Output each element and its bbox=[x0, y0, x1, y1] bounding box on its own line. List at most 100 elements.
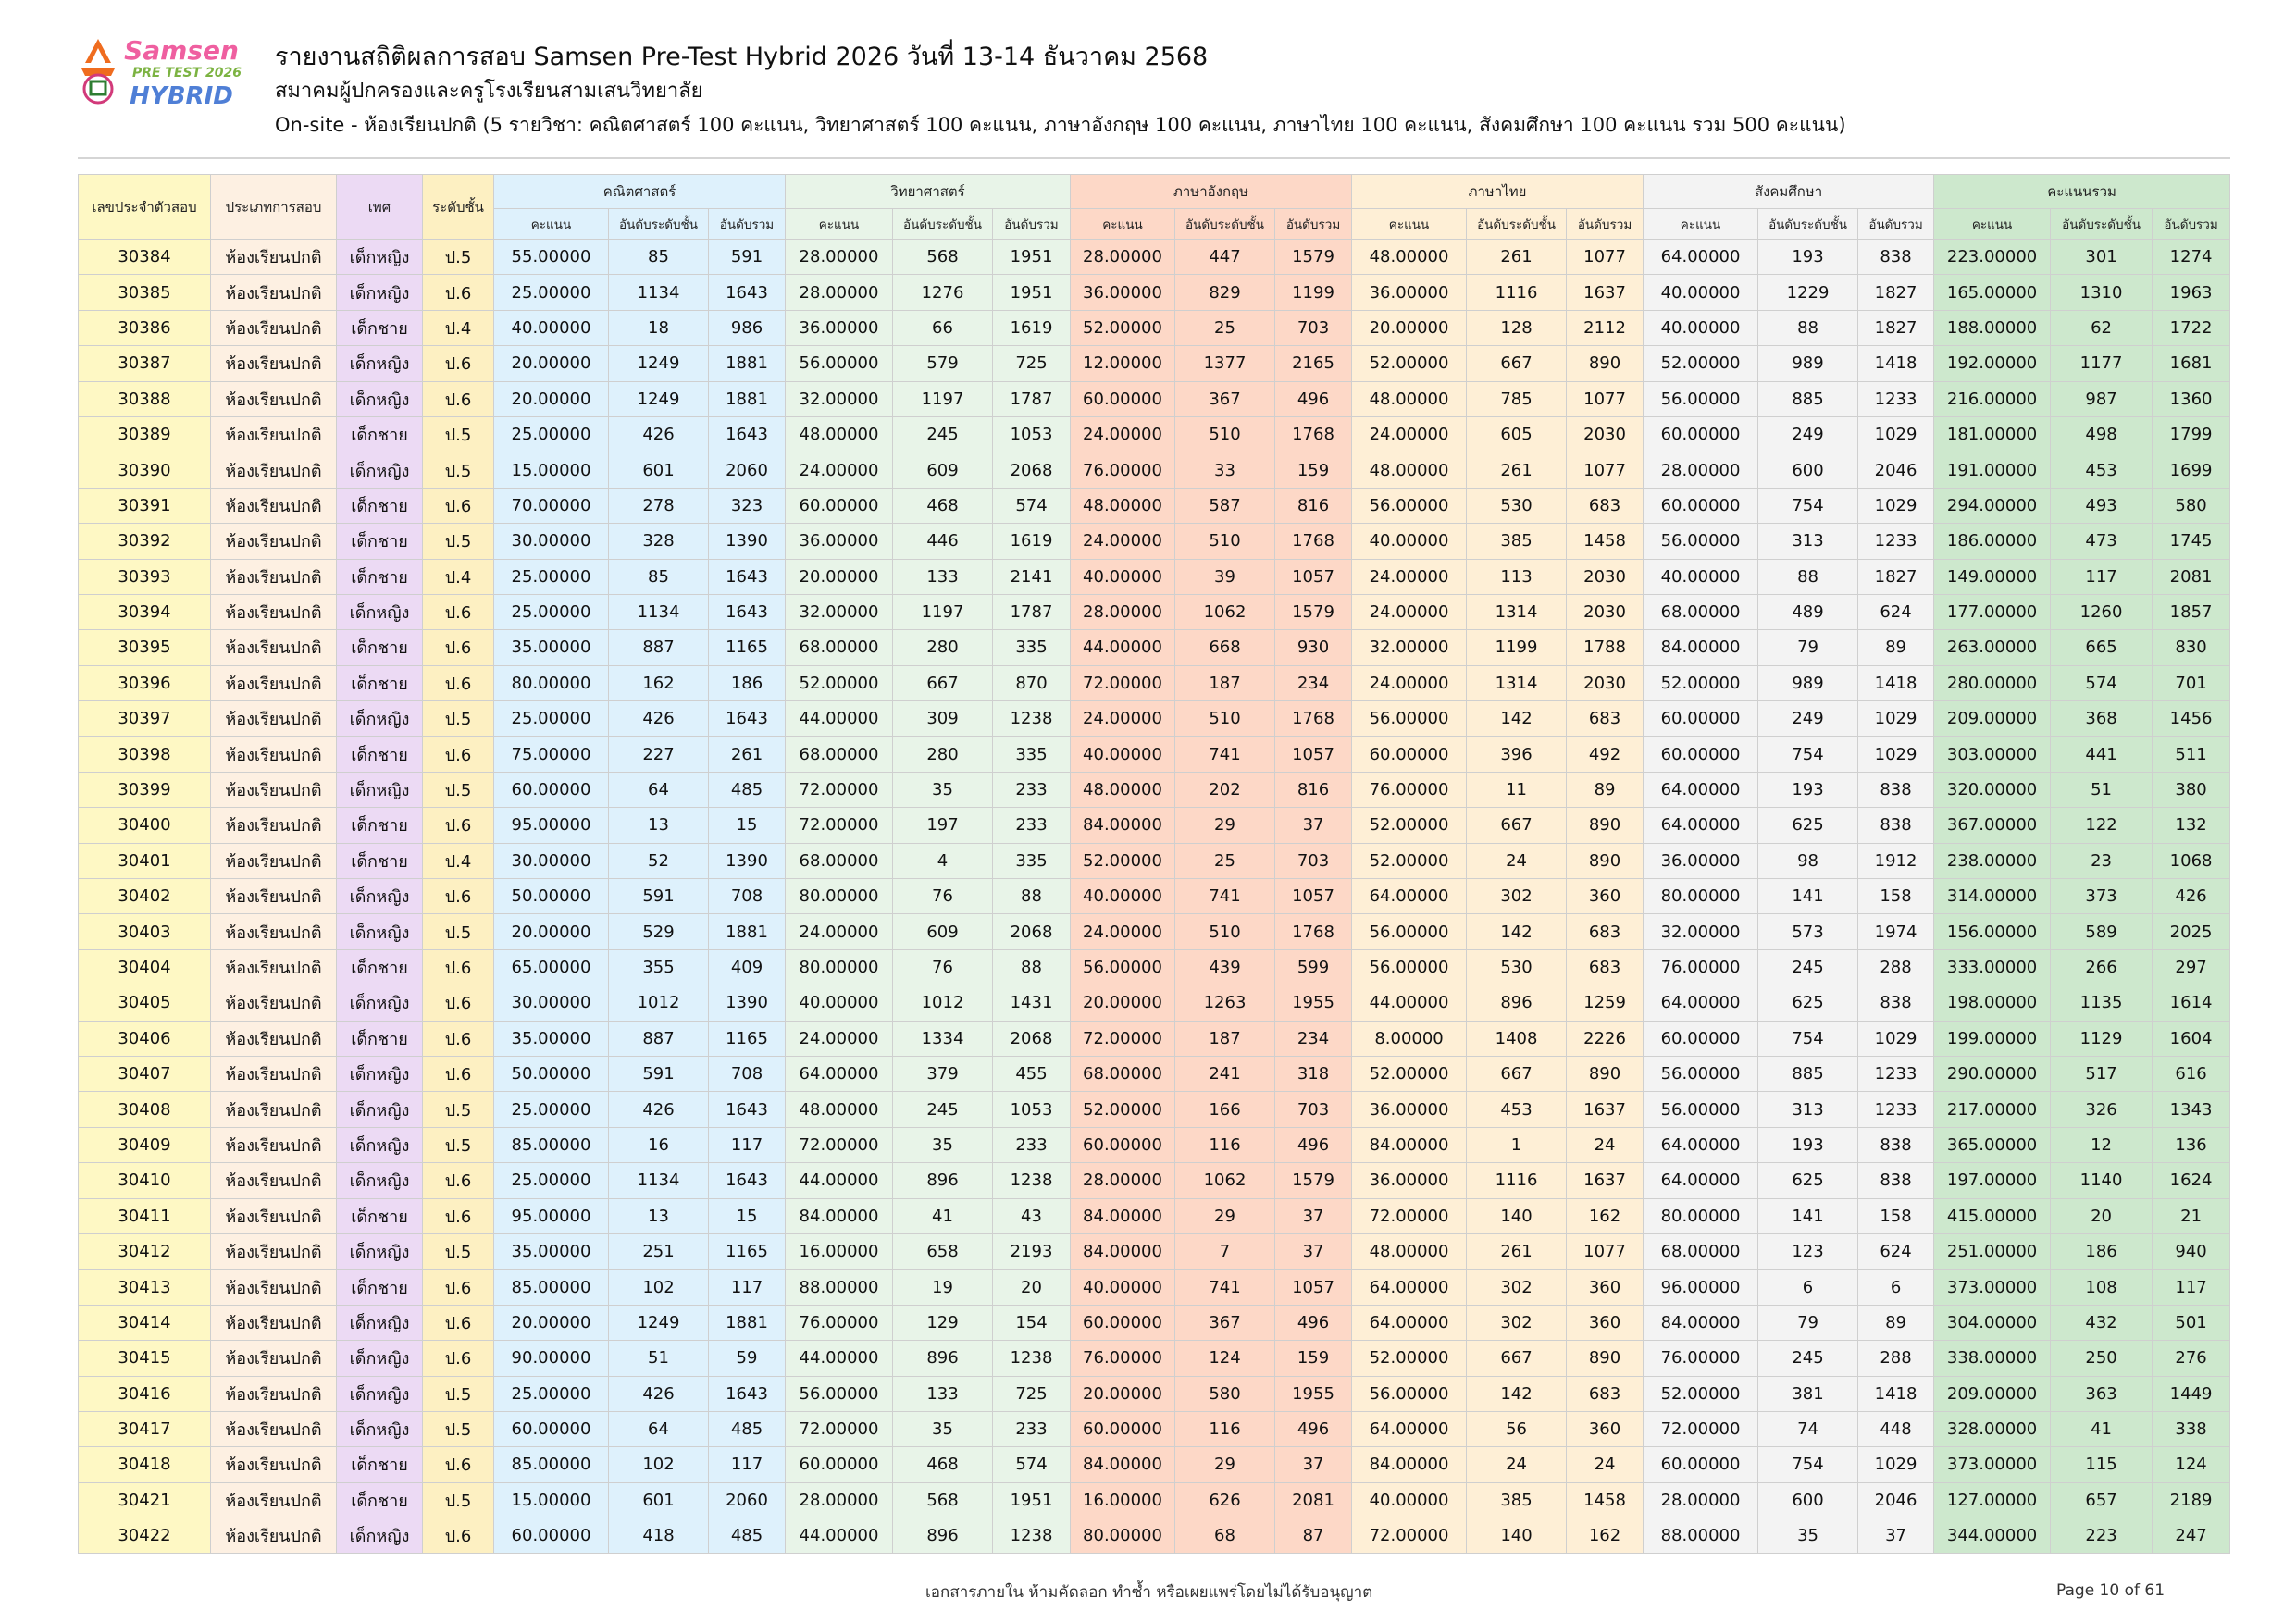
cell-thai-score: 84.00000 bbox=[1351, 1446, 1468, 1483]
cell-thai-overall-rank: 1637 bbox=[1566, 1162, 1644, 1199]
cell-thai-score: 52.00000 bbox=[1351, 345, 1468, 382]
cell-social-overall-rank: 37 bbox=[1857, 1518, 1935, 1555]
cell-science-overall-rank: 1951 bbox=[992, 1481, 1071, 1519]
samsen-hybrid-logo: Samsen PRE TEST 2026 HYBRID bbox=[81, 35, 242, 109]
cell-math-score: 40.00000 bbox=[493, 309, 609, 347]
cell-science-level-rank: 19 bbox=[892, 1269, 993, 1306]
cell-total-overall-rank: 1681 bbox=[2152, 345, 2231, 382]
cell-science-overall-rank: 1619 bbox=[992, 523, 1071, 560]
cell-thai-score: 64.00000 bbox=[1351, 1269, 1468, 1306]
cell-math-overall-rank: 485 bbox=[708, 771, 786, 809]
cell-total-level-rank: 20 bbox=[2050, 1197, 2153, 1234]
cell-total-score: 186.00000 bbox=[1933, 523, 2052, 560]
cell-english-level-rank: 116 bbox=[1174, 1126, 1275, 1164]
cell-social-overall-rank: 1827 bbox=[1857, 558, 1935, 595]
cell-gender: เด็กหญิง bbox=[336, 913, 423, 950]
cell-english-level-rank: 1377 bbox=[1174, 345, 1275, 382]
cell-english-score: 48.00000 bbox=[1070, 487, 1175, 525]
table-row: 30404 ห้องเรียนปกติ เด็กชาย ป.6 65.00000 355 4… bbox=[78, 948, 2231, 986]
cell-gender: เด็กหญิง bbox=[336, 1410, 423, 1448]
cell-science-score: 60.00000 bbox=[785, 1446, 893, 1483]
cell-english-score: 40.00000 bbox=[1070, 736, 1175, 773]
cell-thai-level-rank: 24 bbox=[1466, 1446, 1568, 1483]
cell-social-level-rank: 249 bbox=[1757, 700, 1859, 737]
cell-thai-overall-rank: 1077 bbox=[1566, 1233, 1644, 1270]
cell-social-level-rank: 625 bbox=[1757, 807, 1859, 844]
col-header-id: เลขประจำตัวสอบ bbox=[78, 174, 211, 240]
cell-grade-level: ป.5 bbox=[422, 771, 494, 809]
cell-math-level-rank: 887 bbox=[608, 1020, 709, 1057]
cell-science-score: 44.00000 bbox=[785, 1518, 893, 1555]
cell-english-score: 84.00000 bbox=[1070, 807, 1175, 844]
cell-english-level-rank: 25 bbox=[1174, 842, 1275, 880]
cell-english-score: 84.00000 bbox=[1070, 1446, 1175, 1483]
cell-thai-level-rank: 1314 bbox=[1466, 593, 1568, 631]
cell-grade-level: ป.5 bbox=[422, 1481, 494, 1519]
cell-math-level-rank: 426 bbox=[608, 1091, 709, 1128]
cell-english-level-rank: 68 bbox=[1174, 1518, 1275, 1555]
cell-math-score: 30.00000 bbox=[493, 523, 609, 560]
cell-math-score: 50.00000 bbox=[493, 878, 609, 915]
table-row: 30403 ห้องเรียนปกติ เด็กหญิง ป.5 20.00000 529… bbox=[78, 913, 2231, 950]
cell-social-level-rank: 249 bbox=[1757, 415, 1859, 453]
cell-math-overall-rank: 1643 bbox=[708, 1091, 786, 1128]
cell-science-score: 36.00000 bbox=[785, 309, 893, 347]
cell-math-score: 20.00000 bbox=[493, 380, 609, 417]
table-row: 30422 ห้องเรียนปกติ เด็กหญิง ป.6 60.00000 418… bbox=[78, 1518, 2231, 1555]
cell-grade-level: ป.6 bbox=[422, 380, 494, 417]
cell-exam-type: ห้องเรียนปกติ bbox=[210, 807, 337, 844]
cell-english-level-rank: 29 bbox=[1174, 1197, 1275, 1234]
cell-grade-level: ป.6 bbox=[422, 664, 494, 702]
cell-science-overall-rank: 43 bbox=[992, 1197, 1071, 1234]
cell-exam-type: ห้องเรียนปกติ bbox=[210, 309, 337, 347]
cell-math-overall-rank: 323 bbox=[708, 487, 786, 525]
cell-science-score: 68.00000 bbox=[785, 736, 893, 773]
cell-science-level-rank: 568 bbox=[892, 1481, 993, 1519]
school-emblem-icon bbox=[81, 39, 115, 105]
cell-total-score: 209.00000 bbox=[1933, 700, 2052, 737]
cell-science-score: 16.00000 bbox=[785, 1233, 893, 1270]
cell-english-score: 52.00000 bbox=[1070, 309, 1175, 347]
cell-english-score: 76.00000 bbox=[1070, 1340, 1175, 1377]
cell-english-score: 60.00000 bbox=[1070, 380, 1175, 417]
cell-social-level-rank: 754 bbox=[1757, 487, 1859, 525]
cell-total-level-rank: 122 bbox=[2050, 807, 2153, 844]
cell-thai-overall-rank: 890 bbox=[1566, 1340, 1644, 1377]
sub-header-social-level-rank: อันดับระดับชั้น bbox=[1757, 208, 1859, 240]
cell-thai-level-rank: 453 bbox=[1466, 1091, 1568, 1128]
cell-math-overall-rank: 708 bbox=[708, 1055, 786, 1093]
cell-math-level-rank: 85 bbox=[608, 238, 709, 276]
cell-science-overall-rank: 1238 bbox=[992, 1162, 1071, 1199]
cell-science-level-rank: 76 bbox=[892, 948, 993, 986]
cell-math-score: 55.00000 bbox=[493, 238, 609, 276]
cell-math-score: 60.00000 bbox=[493, 771, 609, 809]
cell-total-score: 191.00000 bbox=[1933, 452, 2052, 489]
cell-science-overall-rank: 233 bbox=[992, 771, 1071, 809]
cell-science-level-rank: 245 bbox=[892, 415, 993, 453]
cell-thai-score: 56.00000 bbox=[1351, 948, 1468, 986]
cell-gender: เด็กหญิง bbox=[336, 1375, 423, 1412]
cell-total-score: 290.00000 bbox=[1933, 1055, 2052, 1093]
cell-english-overall-rank: 703 bbox=[1273, 842, 1353, 880]
cell-thai-overall-rank: 890 bbox=[1566, 1055, 1644, 1093]
cell-total-score: 415.00000 bbox=[1933, 1197, 2052, 1234]
cell-science-overall-rank: 870 bbox=[992, 664, 1071, 702]
cell-gender: เด็กชาย bbox=[336, 523, 423, 560]
cell-math-level-rank: 426 bbox=[608, 700, 709, 737]
cell-thai-level-rank: 1116 bbox=[1466, 1162, 1568, 1199]
cell-total-level-rank: 1140 bbox=[2050, 1162, 2153, 1199]
cell-exam-id: 30395 bbox=[78, 629, 211, 666]
cell-total-score: 199.00000 bbox=[1933, 1020, 2052, 1057]
cell-grade-level: ป.6 bbox=[422, 593, 494, 631]
cell-english-score: 68.00000 bbox=[1070, 1055, 1175, 1093]
cell-science-overall-rank: 1053 bbox=[992, 1091, 1071, 1128]
cell-science-overall-rank: 1951 bbox=[992, 274, 1071, 311]
cell-total-overall-rank: 940 bbox=[2152, 1233, 2231, 1270]
cell-social-score: 76.00000 bbox=[1643, 948, 1759, 986]
cell-total-level-rank: 517 bbox=[2050, 1055, 2153, 1093]
col-header-type: ประเภทการสอบ bbox=[210, 174, 337, 240]
sub-header-math-score: คะแนน bbox=[493, 208, 609, 240]
cell-math-overall-rank: 117 bbox=[708, 1126, 786, 1164]
cell-thai-level-rank: 1116 bbox=[1466, 274, 1568, 311]
cell-thai-level-rank: 530 bbox=[1466, 948, 1568, 986]
